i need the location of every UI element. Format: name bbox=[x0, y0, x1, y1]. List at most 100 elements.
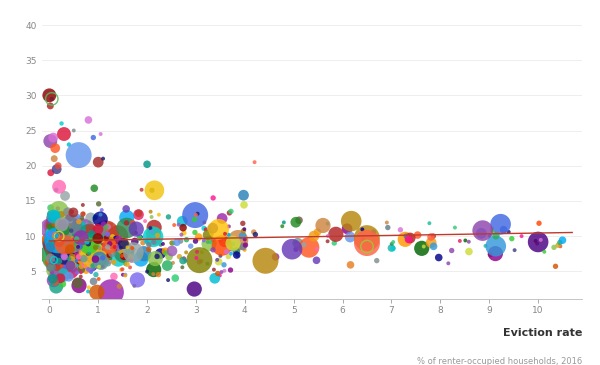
Point bbox=[47, 240, 56, 246]
Point bbox=[499, 227, 508, 233]
Point bbox=[504, 229, 514, 235]
Point bbox=[56, 254, 66, 260]
Point bbox=[186, 243, 196, 249]
Point bbox=[64, 274, 73, 280]
Point bbox=[53, 234, 62, 239]
Point bbox=[68, 254, 78, 260]
Point bbox=[52, 226, 62, 232]
Point bbox=[49, 257, 58, 263]
Point bbox=[83, 241, 92, 247]
Point bbox=[47, 239, 56, 245]
Point bbox=[60, 254, 70, 260]
Point bbox=[447, 247, 457, 253]
Point bbox=[116, 242, 125, 247]
Point bbox=[215, 237, 225, 243]
Point bbox=[83, 248, 93, 254]
Point bbox=[72, 241, 82, 247]
Point bbox=[105, 241, 115, 247]
Point bbox=[76, 255, 86, 261]
Point bbox=[83, 229, 93, 235]
Point bbox=[56, 224, 66, 230]
Point bbox=[144, 242, 154, 248]
Point bbox=[49, 254, 58, 260]
Point bbox=[53, 205, 62, 211]
Point bbox=[58, 249, 67, 255]
Point bbox=[53, 243, 63, 249]
Point bbox=[115, 283, 124, 289]
Point bbox=[46, 246, 56, 252]
Point bbox=[323, 238, 332, 244]
Point bbox=[220, 239, 229, 245]
Point bbox=[53, 225, 62, 231]
Point bbox=[52, 247, 61, 253]
Point bbox=[122, 220, 131, 226]
Point bbox=[277, 223, 287, 229]
Point bbox=[72, 236, 82, 242]
Point bbox=[233, 237, 243, 243]
Point bbox=[73, 280, 82, 286]
Point bbox=[93, 261, 103, 267]
Point bbox=[58, 231, 68, 237]
Point bbox=[60, 231, 70, 237]
Point bbox=[127, 257, 136, 263]
Point bbox=[555, 239, 565, 245]
Point bbox=[142, 269, 152, 274]
Point bbox=[63, 231, 73, 237]
Point bbox=[46, 254, 56, 260]
Point bbox=[46, 226, 55, 232]
Point bbox=[68, 263, 78, 269]
Point bbox=[49, 244, 58, 250]
Point bbox=[95, 255, 104, 261]
Point bbox=[94, 276, 103, 282]
Point bbox=[208, 247, 218, 253]
Point bbox=[49, 252, 59, 258]
Point bbox=[47, 234, 57, 240]
Point bbox=[51, 249, 61, 255]
Point bbox=[551, 264, 560, 269]
Point bbox=[122, 225, 131, 231]
Point bbox=[210, 275, 220, 281]
Point bbox=[67, 221, 77, 227]
Point bbox=[142, 239, 152, 245]
Point bbox=[331, 231, 341, 237]
Point bbox=[50, 230, 60, 235]
Point bbox=[539, 249, 549, 255]
Point bbox=[169, 241, 178, 246]
Point bbox=[63, 210, 73, 215]
Point bbox=[201, 226, 211, 232]
Point bbox=[53, 244, 63, 250]
Point bbox=[56, 264, 66, 269]
Point bbox=[101, 235, 111, 241]
Point bbox=[55, 243, 65, 249]
Point bbox=[149, 187, 159, 193]
Point bbox=[86, 225, 96, 231]
Point bbox=[125, 265, 135, 270]
Point bbox=[90, 237, 100, 243]
Point bbox=[105, 239, 115, 245]
Point bbox=[53, 261, 62, 267]
Point bbox=[190, 230, 200, 235]
Point bbox=[75, 233, 85, 239]
Point bbox=[112, 245, 122, 251]
Point bbox=[109, 243, 119, 249]
Point bbox=[81, 247, 91, 253]
Point bbox=[52, 253, 61, 258]
Point bbox=[59, 238, 69, 243]
Point bbox=[425, 220, 434, 226]
Point bbox=[536, 237, 545, 243]
Point bbox=[121, 206, 131, 212]
Point bbox=[50, 220, 59, 226]
Point bbox=[70, 231, 79, 237]
Point bbox=[49, 226, 58, 232]
Point bbox=[47, 250, 57, 256]
Point bbox=[208, 238, 217, 244]
Point bbox=[121, 272, 130, 278]
Point bbox=[49, 247, 58, 253]
Point bbox=[96, 260, 106, 265]
Point bbox=[323, 221, 332, 227]
Point bbox=[534, 220, 544, 226]
Point bbox=[133, 277, 142, 283]
Point bbox=[45, 217, 55, 223]
Point bbox=[161, 248, 170, 254]
Point bbox=[57, 249, 67, 255]
